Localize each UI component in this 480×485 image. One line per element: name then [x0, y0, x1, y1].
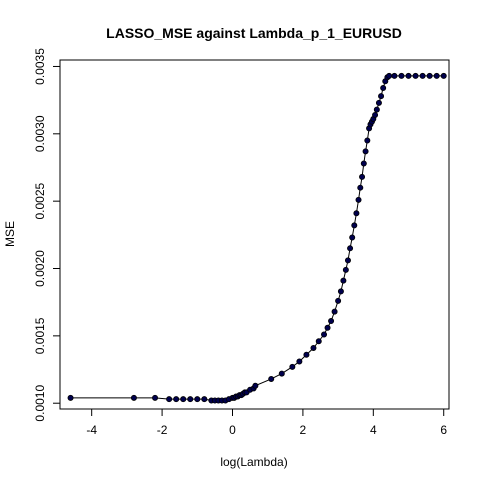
data-point: [364, 137, 371, 144]
data-point: [187, 396, 194, 403]
y-tick-label: 0.0035: [33, 48, 47, 85]
data-point: [130, 394, 137, 401]
data-point: [328, 318, 335, 325]
data-point: [252, 382, 259, 389]
x-tick-label: 0: [229, 423, 236, 437]
data-point: [166, 396, 173, 403]
data-point: [372, 111, 379, 118]
data-point: [337, 288, 344, 295]
data-point: [375, 99, 382, 106]
data-point: [315, 338, 322, 345]
data-point: [289, 363, 296, 370]
y-tick-label: 0.0010: [33, 385, 47, 422]
x-axis: -4 -2 0 2 4 6: [86, 408, 447, 437]
data-point: [278, 370, 285, 377]
data-point: [296, 358, 303, 365]
data-point: [67, 394, 74, 401]
data-point: [340, 277, 347, 284]
x-axis-label: log(Lambda): [220, 455, 287, 469]
x-tick-label: 4: [370, 423, 377, 437]
series-points-group: [67, 72, 447, 404]
data-point: [357, 184, 364, 191]
data-point: [331, 308, 338, 315]
data-point: [180, 396, 187, 403]
data-point: [342, 266, 349, 273]
y-axis: 0.0010 0.0015 0.0020 0.0025 0.0030 0.0035: [33, 48, 61, 422]
y-tick-label: 0.0015: [33, 317, 47, 354]
data-point: [362, 148, 369, 155]
data-point: [201, 396, 208, 403]
data-point: [405, 72, 412, 79]
data-point: [351, 222, 358, 229]
data-point: [386, 72, 393, 79]
data-point: [355, 196, 362, 203]
data-point: [433, 72, 440, 79]
y-tick-label: 0.0030: [33, 115, 47, 152]
data-point: [152, 394, 159, 401]
data-point: [349, 234, 356, 241]
data-point: [373, 106, 380, 113]
data-point: [335, 297, 342, 304]
data-point: [194, 396, 201, 403]
x-tick-label: 6: [440, 423, 447, 437]
x-tick-label: -2: [157, 423, 168, 437]
data-point: [268, 375, 275, 382]
x-tick-label: -4: [86, 423, 97, 437]
data-point: [321, 331, 328, 338]
data-point: [310, 344, 317, 351]
data-point: [360, 160, 367, 167]
data-point: [378, 93, 385, 100]
data-point: [412, 72, 419, 79]
y-tick-label: 0.0020: [33, 250, 47, 287]
data-point: [353, 210, 360, 217]
data-point: [359, 173, 366, 180]
data-point: [398, 72, 405, 79]
data-point: [426, 72, 433, 79]
data-point: [419, 72, 426, 79]
data-point: [347, 245, 354, 252]
chart-title: LASSO_MSE against Lambda_p_1_EURUSD: [106, 25, 402, 41]
data-point: [440, 72, 447, 79]
data-point: [391, 72, 398, 79]
y-axis-label: MSE: [3, 221, 17, 247]
data-point: [380, 85, 387, 92]
data-point: [173, 396, 180, 403]
data-point: [324, 324, 331, 331]
x-tick-label: 2: [300, 423, 307, 437]
data-point: [303, 351, 310, 358]
y-tick-label: 0.0025: [33, 182, 47, 219]
data-point: [344, 257, 351, 264]
